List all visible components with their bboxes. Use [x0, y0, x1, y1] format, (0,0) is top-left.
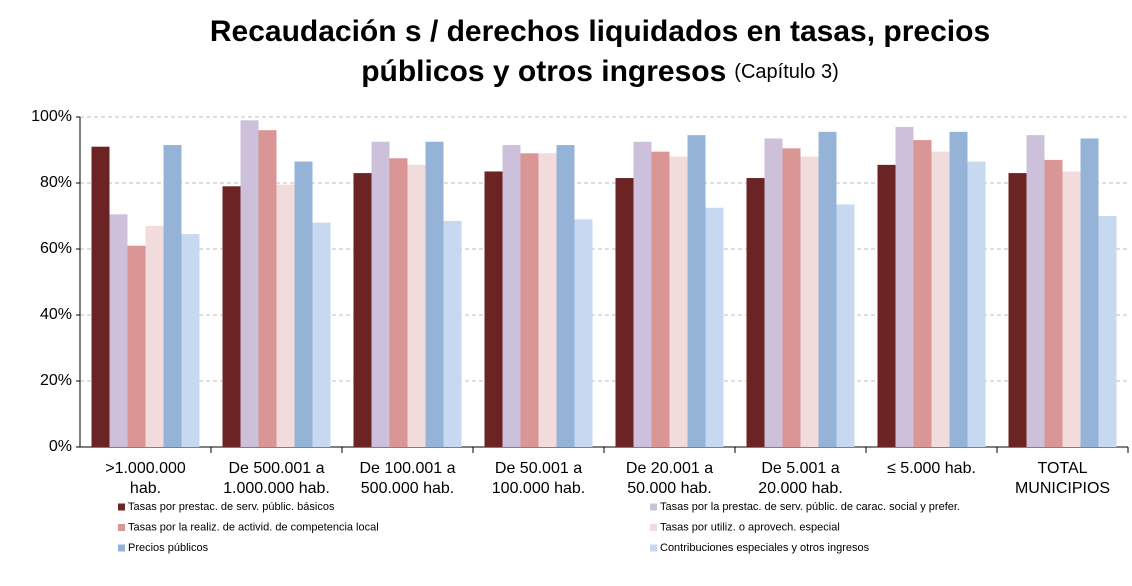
- y-tick-label: 100%: [31, 108, 72, 125]
- x-tick-label: De 5.001 a: [761, 460, 839, 477]
- bar: [895, 126, 914, 448]
- bar: [1008, 173, 1027, 447]
- bar: [800, 156, 819, 447]
- bar: [222, 186, 241, 448]
- x-tick-label: >1.000.000: [105, 460, 186, 477]
- legend-swatch: [650, 524, 657, 531]
- bar: [145, 225, 164, 447]
- x-tick-label: De 50.001 a: [495, 460, 582, 477]
- bar: [109, 214, 128, 447]
- bar: [949, 131, 968, 447]
- bar: [574, 219, 593, 447]
- legend-label: Tasas por prestac. de serv. públic. bási…: [128, 501, 335, 513]
- bar: [294, 161, 313, 448]
- bar: [91, 146, 110, 447]
- x-tick-label: MUNICIPIOS: [1015, 480, 1110, 497]
- bar: [633, 141, 652, 447]
- bar: [1080, 138, 1099, 447]
- bar: [705, 207, 724, 447]
- x-tick-label: TOTAL: [1037, 460, 1087, 477]
- bar: [782, 148, 801, 447]
- bar: [931, 151, 950, 447]
- bar: [651, 151, 670, 447]
- legend-label: Tasas por la prestac. de serv. públic. d…: [660, 501, 960, 513]
- bar: [818, 131, 837, 447]
- bar: [425, 141, 444, 447]
- bar: [538, 153, 557, 448]
- y-tick-label: 80%: [40, 174, 72, 191]
- y-tick-label: 60%: [40, 240, 72, 257]
- bar: [240, 120, 259, 448]
- bar: [687, 135, 706, 447]
- bar: [556, 145, 575, 448]
- x-tick-label: 500.000 hab.: [361, 480, 454, 497]
- legend-label: Tasas por utiliz. o aprovech. especial: [660, 521, 840, 533]
- legend-swatch: [118, 544, 125, 552]
- bar: [443, 220, 462, 447]
- bar: [520, 153, 539, 448]
- bar: [181, 234, 200, 447]
- bar: [312, 222, 331, 447]
- bar: [1026, 135, 1045, 447]
- x-tick-label: De 500.001 a: [228, 460, 324, 477]
- bar: [371, 141, 390, 447]
- x-tick-label: 100.000 hab.: [492, 480, 585, 497]
- bar: [502, 145, 521, 448]
- legend-swatch: [650, 503, 657, 511]
- x-tick-label: De 20.001 a: [626, 460, 713, 477]
- legend-swatch: [650, 544, 657, 552]
- x-tick-label: 20.000 hab.: [758, 480, 843, 497]
- x-tick-label: ≤ 5.000 hab.: [887, 460, 976, 477]
- bar: [407, 164, 426, 447]
- legend-label: Precios públicos: [128, 542, 209, 554]
- bar: [1062, 171, 1081, 447]
- bar: [967, 161, 986, 448]
- bar: [127, 245, 146, 447]
- bar: [1098, 216, 1117, 447]
- legend-label: Contribuciones especiales y otros ingres…: [660, 542, 870, 554]
- y-tick-label: 40%: [40, 306, 72, 323]
- bar: [484, 171, 503, 447]
- bar: [746, 178, 765, 448]
- bar: [877, 164, 896, 447]
- bar: [1044, 159, 1063, 447]
- bar: [669, 156, 688, 447]
- x-tick-label: hab.: [130, 480, 161, 497]
- legend-swatch: [118, 503, 125, 511]
- chart-title: públicos y otros ingresos: [361, 55, 726, 88]
- bar: [163, 145, 182, 448]
- bar: [913, 140, 932, 447]
- bar: [353, 173, 372, 447]
- bar: [764, 138, 783, 447]
- bar: [836, 204, 855, 447]
- chart-title-line: públicos y otros ingresos (Capítulo 3): [361, 55, 839, 88]
- chart-title-note: (Capítulo 3): [734, 61, 839, 83]
- legend-swatch: [118, 524, 125, 531]
- bar: [389, 158, 408, 447]
- bar: [258, 130, 277, 447]
- bar: [615, 178, 634, 448]
- y-tick-label: 20%: [40, 372, 72, 389]
- chart-title: Recaudación s / derechos liquidados en t…: [210, 15, 990, 48]
- legend-label: Tasas por la realiz. de activid. de comp…: [128, 521, 379, 533]
- x-tick-label: De 100.001 a: [359, 460, 455, 477]
- bar: [276, 184, 295, 447]
- x-tick-label: 50.000 hab.: [627, 480, 712, 497]
- x-tick-label: 1.000.000 hab.: [223, 480, 330, 497]
- y-tick-label: 0%: [49, 438, 72, 455]
